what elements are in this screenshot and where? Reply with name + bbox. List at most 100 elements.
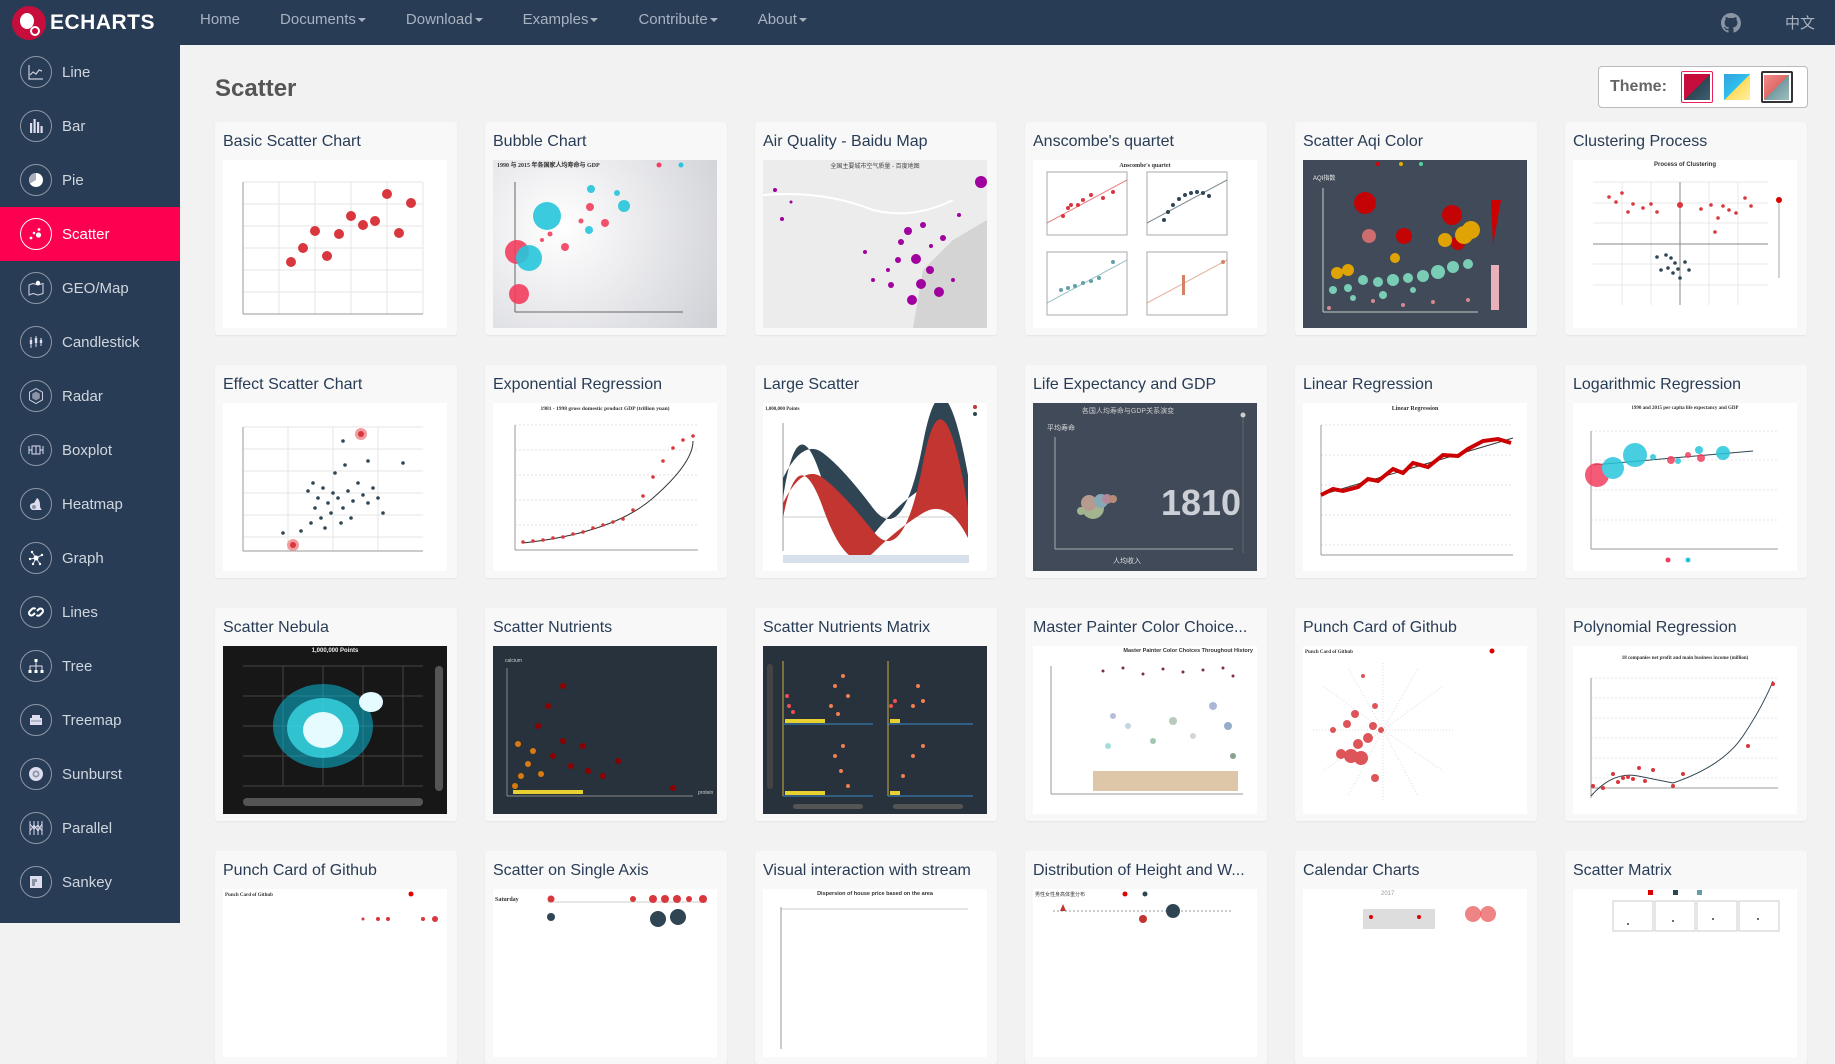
svg-text:18 companies net profit and ma: 18 companies net profit and main busines… — [1622, 656, 1749, 661]
chart-thumbnail: Anscombe's quartet — [1033, 160, 1257, 328]
chart-thumbnail — [223, 403, 447, 571]
example-card[interactable]: Scatter Nutrients calcium protein — [485, 608, 727, 821]
svg-text:各国人均寿命与GDP关系演变: 各国人均寿命与GDP关系演变 — [1082, 406, 1174, 415]
svg-text:AQI指数: AQI指数 — [1313, 174, 1335, 182]
nav-contribute[interactable]: Contribute — [618, 0, 737, 45]
github-icon[interactable] — [1720, 12, 1741, 33]
sidebar-item-scatter[interactable]: Scatter — [0, 207, 180, 261]
sidebar-item-graph[interactable]: Graph — [0, 531, 180, 585]
example-card[interactable]: Bubble Chart 1990 与 2015 年各国家人均寿命与 GDP — [485, 122, 727, 335]
card-title: Clustering Process — [1573, 133, 1708, 150]
example-card[interactable]: Life Expectancy and GDP 各国人均寿命与GDP关系演变 平均… — [1025, 365, 1267, 578]
candlestick-icon — [20, 326, 52, 358]
heatmap-icon — [20, 488, 52, 520]
sidebar-item-label: Pie — [62, 171, 84, 189]
language-switch[interactable]: 中文 — [1784, 15, 1815, 32]
caret-down-icon — [357, 18, 366, 23]
sidebar-item-heatmap[interactable]: Heatmap — [0, 477, 180, 531]
example-card[interactable]: Logarithmic Regression 1990 and 2015 per… — [1565, 365, 1807, 578]
example-card[interactable]: Scatter Aqi Color AQI指数 — [1295, 122, 1537, 335]
theme-dark-button[interactable] — [1760, 71, 1793, 103]
sidebar-item-label: Boxplot — [62, 441, 113, 459]
chart-thumbnail: 1990 and 2015 per capita life expectancy… — [1573, 403, 1797, 571]
card-title: Large Scatter — [763, 376, 860, 393]
page-title: Scatter — [215, 75, 297, 102]
chart-thumbnail: 18 companies net profit and main busines… — [1573, 646, 1797, 814]
chart-thumbnail — [763, 646, 987, 814]
theme-light-button[interactable] — [1721, 71, 1753, 103]
boxplot-icon — [20, 434, 52, 466]
card-title: Scatter Nutrients — [493, 619, 613, 636]
sankey-icon — [20, 866, 52, 898]
example-card[interactable]: Effect Scatter Chart — [215, 365, 457, 578]
svg-text:Anscombe's quartet: Anscombe's quartet — [1119, 163, 1170, 169]
nav-about-label: About — [757, 11, 797, 28]
card-title: Master Painter Color Choice... — [1033, 619, 1248, 636]
sidebar-item-label: Scatter — [62, 225, 110, 243]
card-title: Scatter Nebula — [223, 619, 329, 636]
chart-thumbnail: Saturday — [493, 889, 717, 1057]
sidebar-item-geo-map[interactable]: GEO/Map — [0, 261, 180, 315]
echarts-logo[interactable]: ECHARTS — [12, 0, 180, 45]
sidebar-item-label: Line — [62, 63, 91, 81]
sidebar-item-label: Candlestick — [62, 333, 140, 351]
example-card[interactable]: Scatter Matrix — [1565, 851, 1807, 1064]
nav-home[interactable]: Home — [180, 0, 260, 45]
svg-text:Process of Clustering: Process of Clustering — [1654, 162, 1716, 168]
theme-default-button[interactable] — [1680, 71, 1713, 103]
chart-thumbnail: 2017 — [1303, 889, 1527, 1057]
card-title: Polynomial Regression — [1573, 619, 1737, 636]
nav-documents-label: Documents — [280, 11, 356, 28]
chart-thumbnail: Master Painter Color Choices Throughout … — [1033, 646, 1257, 814]
sidebar-item-parallel[interactable]: Parallel — [0, 801, 180, 855]
example-card[interactable]: Distribution of Height and W... 男性女性身高体重… — [1025, 851, 1267, 1064]
chart-thumbnail: Linear Regression — [1303, 403, 1527, 571]
example-card[interactable]: Polynomial Regression 18 companies net p… — [1565, 608, 1807, 821]
example-card[interactable]: Scatter Nutrients Matrix — [755, 608, 997, 821]
sidebar-item-line[interactable]: Line — [0, 45, 180, 99]
nav-examples[interactable]: Examples — [503, 0, 619, 45]
chart-thumbnail: 各国人均寿命与GDP关系演变 平均寿命 人均收入 1810 — [1033, 403, 1257, 571]
example-card[interactable]: Linear Regression Linear Regression — [1295, 365, 1537, 578]
example-card[interactable]: Master Painter Color Choice... Master Pa… — [1025, 608, 1267, 821]
sidebar-item-bar[interactable]: Bar — [0, 99, 180, 153]
chart-thumbnail: 1981 - 1998 gross domestic product GDP (… — [493, 403, 717, 571]
example-card[interactable]: Exponential Regression 1981 - 1998 gross… — [485, 365, 727, 578]
sidebar-item-label: Tree — [62, 657, 93, 675]
card-title: Punch Card of Github — [1303, 619, 1457, 636]
example-card[interactable]: Visual interaction with stream Dispersio… — [755, 851, 997, 1064]
example-card[interactable]: Air Quality - Baidu Map 全国主要城市空气质量 - 百度地… — [755, 122, 997, 335]
nav-documents[interactable]: Documents — [260, 0, 386, 45]
sidebar-item-candlestick[interactable]: Candlestick — [0, 315, 180, 369]
sidebar-item-tree[interactable]: Tree — [0, 639, 180, 693]
sidebar-item-radar[interactable]: Radar — [0, 369, 180, 423]
chart-thumbnail: 1,000,000 Points — [223, 646, 447, 814]
example-card[interactable]: Punch Card of Github Punch Card of Githu… — [215, 851, 457, 1064]
card-title: Effect Scatter Chart — [223, 376, 363, 393]
sidebar-item-sankey[interactable]: Sankey — [0, 855, 180, 909]
svg-text:calcium: calcium — [505, 658, 522, 664]
nav-download[interactable]: Download — [386, 0, 503, 45]
caret-down-icon — [474, 18, 483, 23]
sidebar-item-boxplot[interactable]: Boxplot — [0, 423, 180, 477]
sidebar-item-treemap[interactable]: Treemap — [0, 693, 180, 747]
sidebar-item-pie[interactable]: Pie — [0, 153, 180, 207]
svg-text:Master Painter Color Choices T: Master Painter Color Choices Throughout … — [1123, 648, 1254, 654]
sidebar-item-sunburst[interactable]: Sunburst — [0, 747, 180, 801]
example-card[interactable]: Clustering Process Process of Clustering — [1565, 122, 1807, 335]
caret-down-icon — [590, 18, 599, 23]
sidebar-item-label: Lines — [62, 603, 98, 621]
svg-text:1990 and 2015 per capita life: 1990 and 2015 per capita life expectancy… — [1631, 406, 1738, 411]
example-card[interactable]: Scatter on Single Axis Saturday — [485, 851, 727, 1064]
chart-thumbnail: calcium protein — [493, 646, 717, 814]
chart-thumbnail: 男性女性身高体重分布 — [1033, 889, 1257, 1057]
example-card[interactable]: Basic Scatter Chart — [215, 122, 457, 335]
example-card[interactable]: Calendar Charts 2017 — [1295, 851, 1537, 1064]
nav-about[interactable]: About — [738, 0, 827, 45]
example-card[interactable]: Scatter Nebula 1,000,000 Points — [215, 608, 457, 821]
example-card[interactable]: Large Scatter 1,000,000 Points — [755, 365, 997, 578]
sidebar-item-lines[interactable]: Lines — [0, 585, 180, 639]
example-card[interactable]: Anscombe's quartet Anscombe's quartet — [1025, 122, 1267, 335]
parallel-icon — [20, 812, 52, 844]
example-card[interactable]: Punch Card of Github Punch Card of Githu… — [1295, 608, 1537, 821]
